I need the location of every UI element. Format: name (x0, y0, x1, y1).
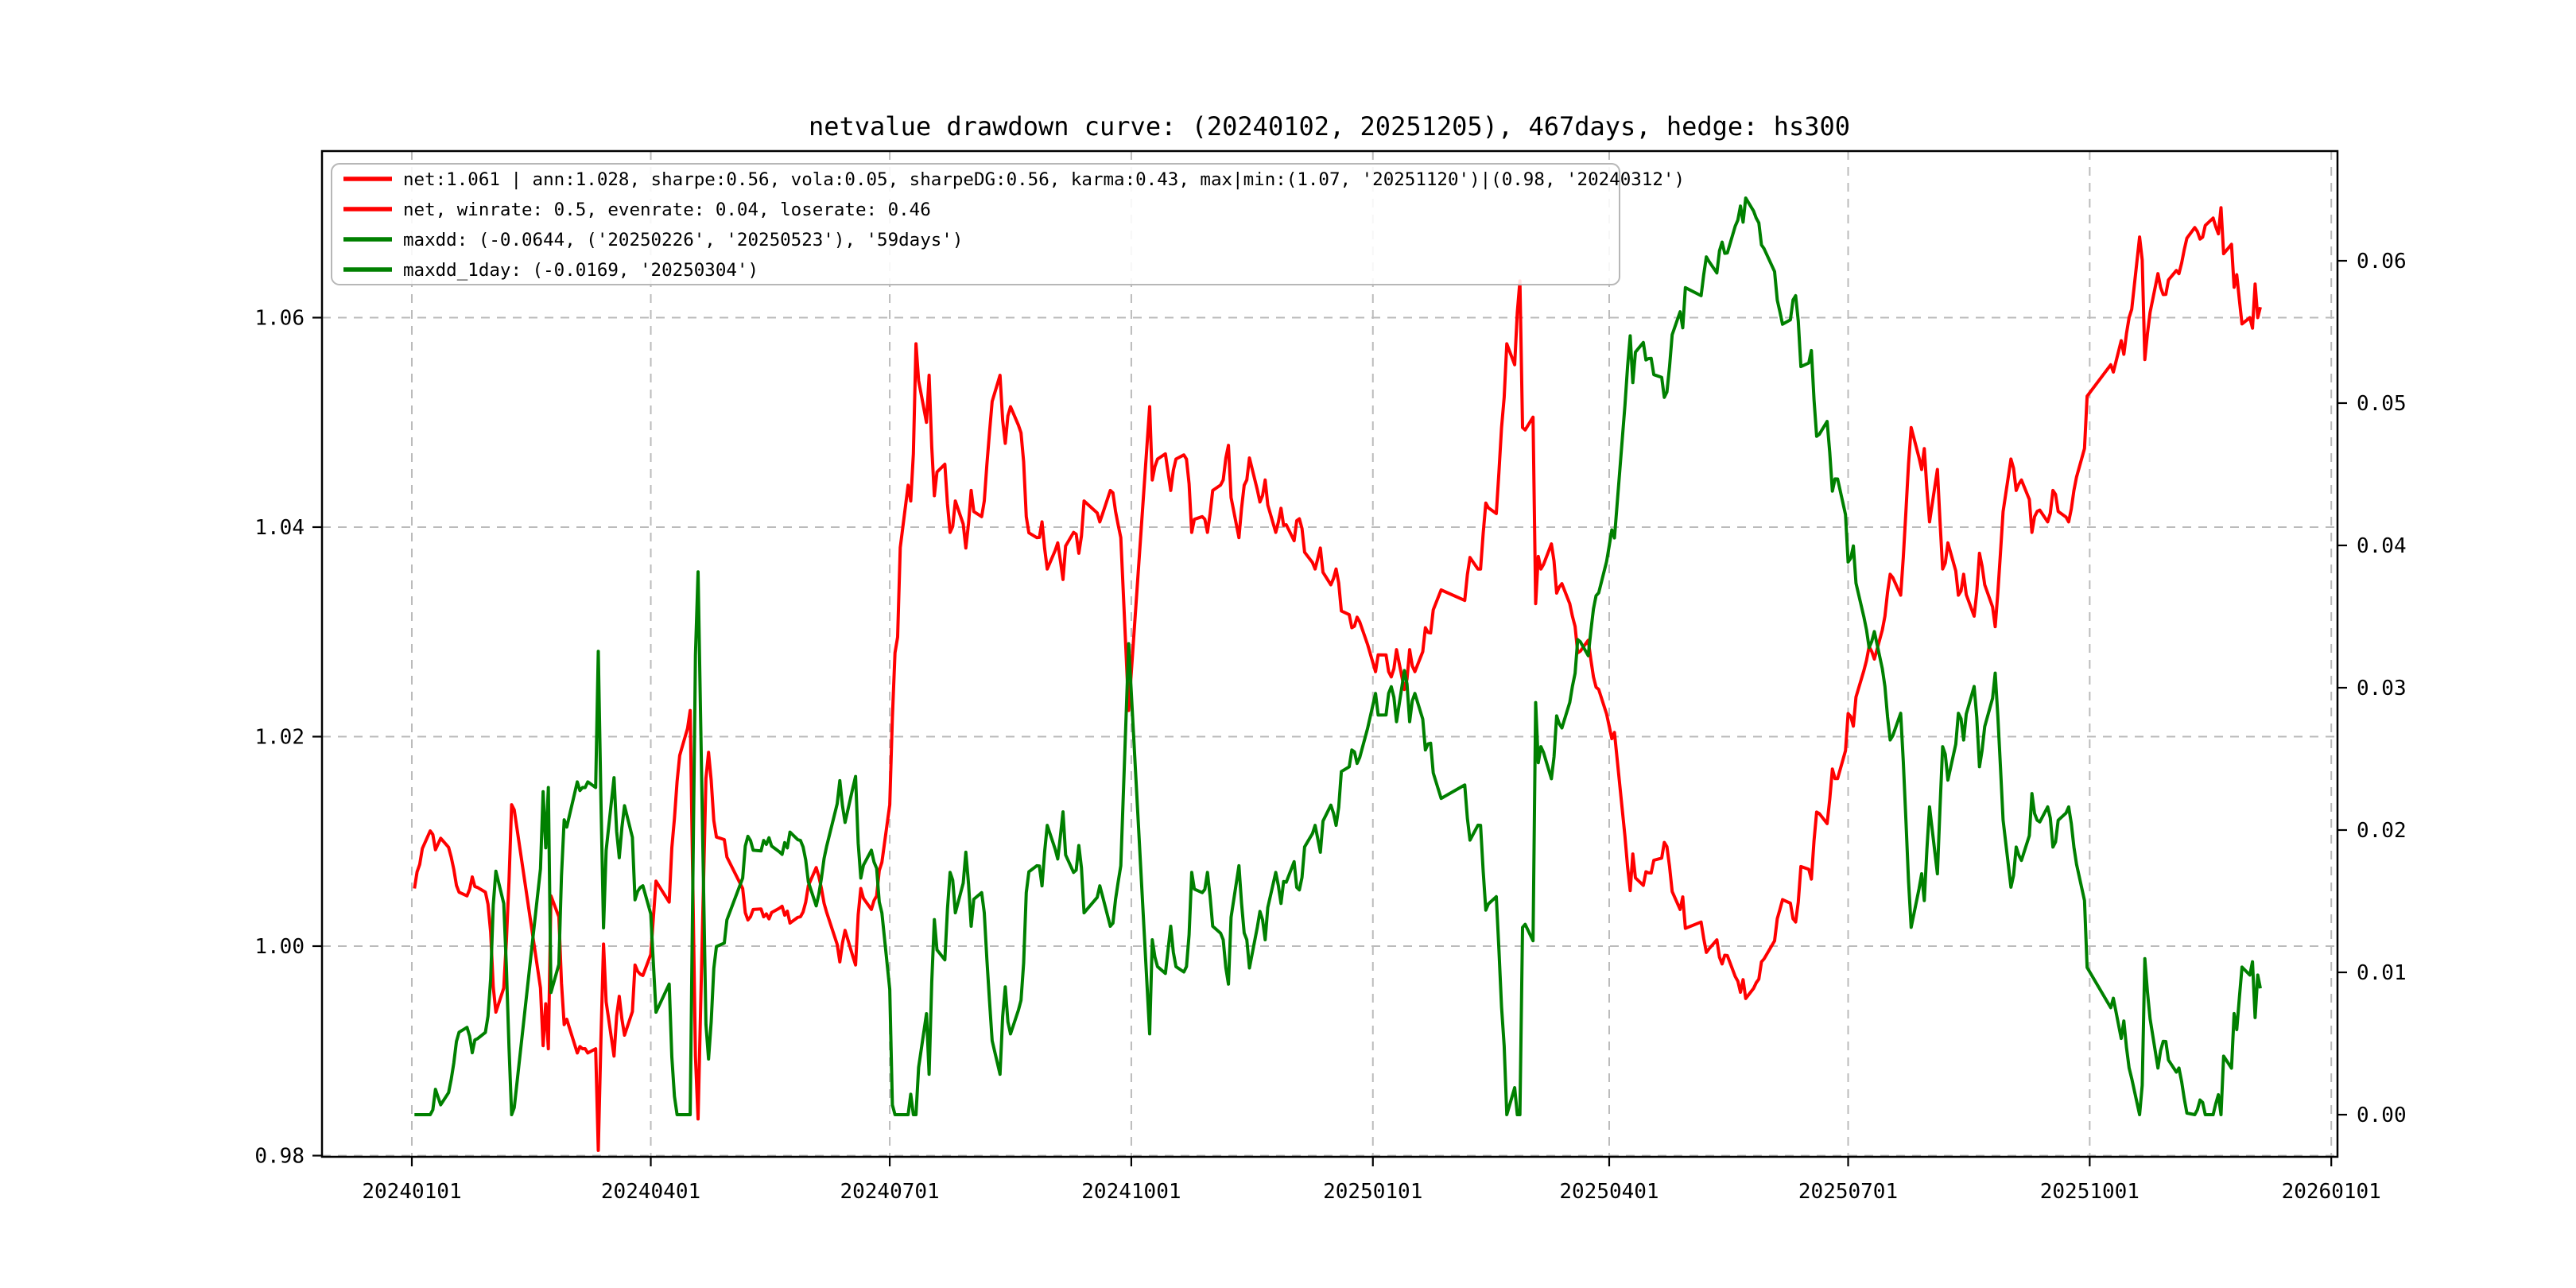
legend-entry: maxdd_1day: (-0.0169, '20250304') (403, 260, 758, 281)
net-line (413, 206, 2262, 1152)
y-left-tick-label: 1.00 (254, 935, 305, 959)
y-right-tick-label: 0.00 (2357, 1104, 2407, 1127)
x-tick-label: 20240701 (840, 1180, 939, 1204)
axes: 20240101 20240401 20240701 20241001 20250101… (254, 149, 2407, 1204)
drawdown-line (414, 196, 2262, 1116)
legend-entry: maxdd: (-0.0644, ('20250226', '20250523'… (403, 230, 963, 250)
y-right-tick-label: 0.01 (2357, 961, 2407, 985)
x-tick-label: 20260101 (2282, 1180, 2381, 1204)
gridlines (322, 151, 2337, 1157)
x-tick-label: 20250101 (1323, 1180, 1422, 1204)
x-tick-label: 20250401 (1559, 1180, 1658, 1204)
legend-box: net:1.061 | ann:1.028, sharpe:0.56, vola… (331, 163, 1685, 285)
x-tick-label: 20251001 (2040, 1180, 2140, 1204)
x-tick-label: 20250701 (1798, 1180, 1898, 1204)
y-left-tick-label: 1.02 (254, 726, 305, 750)
x-tick-label: 20241001 (1081, 1180, 1181, 1204)
y-right-tick-label: 0.03 (2357, 677, 2407, 700)
plot-frame (320, 149, 2339, 1158)
y-right-tick-label: 0.02 (2357, 819, 2407, 843)
y-left-tick-label: 1.04 (254, 516, 305, 540)
x-tick-label: 20240401 (601, 1180, 700, 1204)
y-left-tick-label: 1.06 (254, 307, 305, 331)
legend-frame (331, 163, 1620, 285)
legend-entry: net, winrate: 0.5, evenrate: 0.04, loser… (403, 200, 931, 220)
y-left-tick-label: 0.98 (254, 1145, 305, 1169)
x-tick-label: 20240101 (362, 1180, 461, 1204)
legend-entry: net:1.061 | ann:1.028, sharpe:0.56, vola… (403, 169, 1685, 190)
data-series (413, 196, 2262, 1152)
y-right-tick-label: 0.04 (2357, 534, 2407, 558)
y-right-tick-label: 0.06 (2357, 250, 2407, 274)
y-right-tick-label: 0.05 (2357, 392, 2407, 416)
chart-title: netvalue drawdown curve: (20240102, 2025… (809, 111, 1850, 142)
